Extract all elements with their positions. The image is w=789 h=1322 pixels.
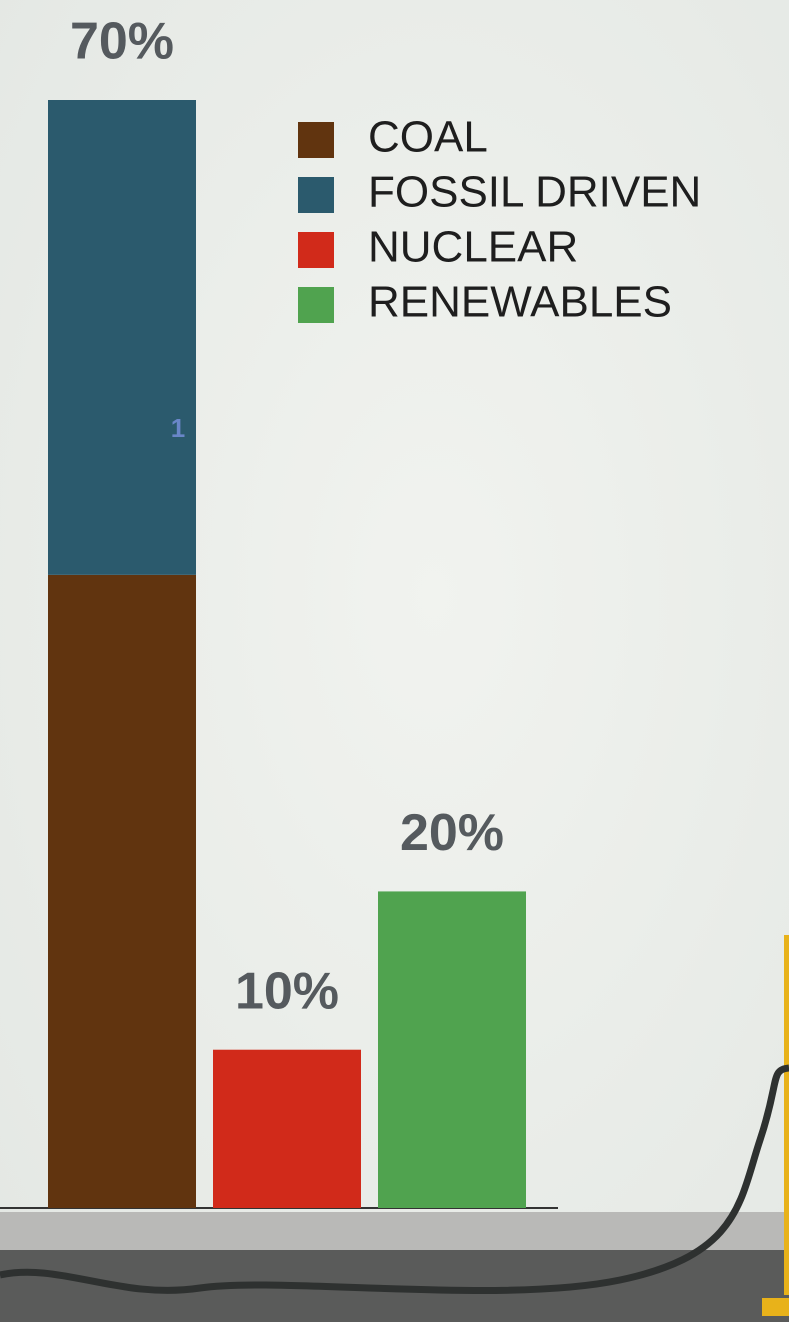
device-foot — [762, 1298, 789, 1316]
bar-segment — [48, 100, 196, 575]
legend-swatch — [298, 177, 334, 213]
value-label: 20% — [400, 804, 504, 862]
bar-segment — [213, 1049, 361, 1208]
legend-label: RENEWABLES — [368, 278, 672, 327]
total-label: 70% — [70, 13, 174, 71]
legend-label: FOSSIL DRIVEN — [368, 168, 701, 217]
legend-label: COAL — [368, 113, 488, 162]
annotation: 1 — [171, 413, 185, 443]
cable — [0, 1064, 789, 1295]
floor-top — [0, 1212, 789, 1252]
device-edge — [784, 935, 789, 1295]
bar-segment — [48, 574, 196, 1208]
legend-swatch — [298, 232, 334, 268]
value-label: 10% — [235, 962, 339, 1020]
legend-label: NUCLEAR — [368, 223, 578, 272]
bar-segment — [378, 891, 526, 1208]
legend-swatch — [298, 287, 334, 323]
legend-swatch — [298, 122, 334, 158]
